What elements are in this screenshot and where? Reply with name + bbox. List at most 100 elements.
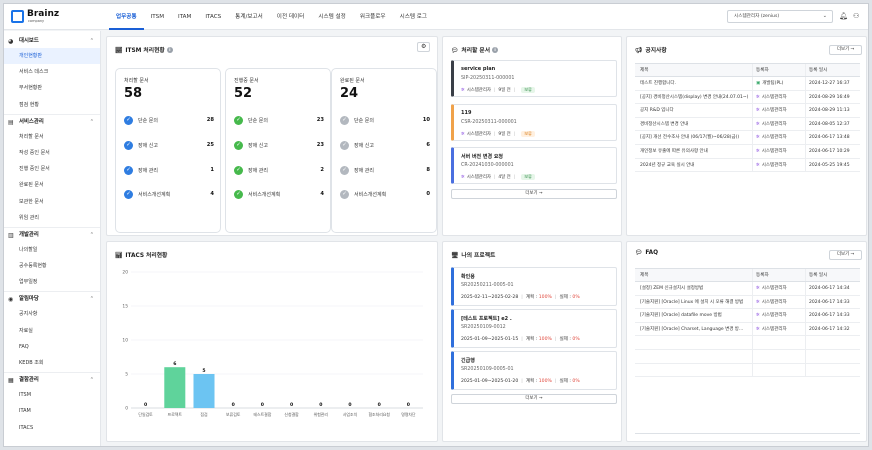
itsm-card-todo[interactable]: 처리할 문서 58 ✓ 단순 문의 28 ✓ 장애 신고 25 ✓ 장애 관리 1 ✓ 서비스… [115,68,221,233]
more-button[interactable]: 더보기 → [451,394,617,404]
project-id: SR20250211-0005-01 [461,283,514,288]
itsm-card-completed[interactable]: 완료된 문서 24 ✓ 단순 문의 10 ✓ 장애 신고 6 ✓ 장애 관리 8 ✓ 서비스개… [331,68,437,233]
logo[interactable]: Brainz company [11,9,59,25]
bar-value-label: 0 [261,402,264,408]
settings-gear-icon[interactable]: ⚙ [417,42,431,52]
sidebar-group-defect[interactable]: ▦ 결함관리 ⌃ [4,374,100,387]
request-card[interactable]: service plan SIP-20250311-000001 ✲ 시스템관리자… [451,60,617,97]
table-row[interactable]: [기술지원] [Oracle] datafile move 방법 ✲ 시스템관리자 2… [635,309,860,323]
sidebar-item-faq[interactable]: FAQ [19,343,29,350]
bar-value-label: 6 [173,361,176,367]
faq-table: 제목 등록자 등록 일시 [설정] ZEM 신규설치시 설정방법 ✲ 시스템관리자 202… [635,268,860,434]
table-row[interactable]: [기술지원] [Oracle] Linux 에 설치 시 오류 해결 방법 ✲ 시스… [635,295,860,310]
card-label: 처리할 문서 [124,78,149,84]
sidebar-group-notice[interactable]: ◉ 알림마당 ⌃ [4,293,100,306]
tenant-select[interactable]: 시스템관리자 (zenius) ⌄ [727,10,833,23]
sidebar-item-my-tasks[interactable]: 나의할일 [19,246,38,253]
sidebar-item-defect-itsm[interactable]: ITSM [19,392,32,399]
top-bar: Brainz company 업무공통 ITSM ITAM ITACS 통계/보… [4,4,868,30]
sidebar-group-service[interactable]: ▤ 서비스관리 ⌃ [4,116,100,129]
itsm-row[interactable]: ✓ 장애 관리 8 [340,166,430,176]
sidebar-item-schedule[interactable]: 업무일정 [19,279,38,286]
itsm-card-in-progress[interactable]: 진행중 문서 52 ✓ 단순 문의 23 ✓ 장애 신고 23 ✓ 장애 관리 2 ✓ 서비스… [225,68,331,233]
bar-value-label: 0 [348,402,351,408]
table-row[interactable]: [공지] 개선 전수조사 안내 (06/17(월)~06/28(금)) ✲ 시스템관… [635,131,860,145]
project-card[interactable]: [테스트 프로젝트] e2 . SR20250109-0012 2025-01-… [451,309,617,348]
sidebar-item-notices[interactable]: 공지사항 [19,311,38,318]
itsm-row[interactable]: ✓ 장애 관리 1 [124,166,214,176]
table-row[interactable]: 2024년 정규 교육 실시 안내 ✲ 시스템관리자 2024-05-25 19:45 [635,158,860,173]
sidebar-item-defect-itam[interactable]: ITAM [19,408,31,415]
user-icon: ✲ [461,132,465,137]
itsm-row[interactable]: ✓ 서비스개선계획 0 [340,190,430,200]
nav-tab-itacs[interactable]: ITACS [205,14,222,20]
itsm-row[interactable]: ✓ 장애 신고 23 [234,141,324,151]
bar-value-label: 0 [407,402,410,408]
user-menu-icon[interactable]: ⚇ [853,12,860,20]
chevron-up-icon: ⌃ [89,377,94,384]
itsm-row[interactable]: ✓ 단순 문의 23 [234,116,324,126]
request-card[interactable]: 서버 버전 변경 요청 CR-20241030-000001 ✲ 시스템관리자 | 4… [451,147,617,184]
itsm-row[interactable]: ✓ 장애 관리 2 [234,166,324,176]
nav-tab-itsm[interactable]: ITSM [150,14,165,20]
itsm-row[interactable]: ✓ 단순 문의 28 [124,116,214,126]
card-label: 진행중 문서 [234,78,259,84]
nav-tab-legacy-data[interactable]: 이전 데이터 [276,14,305,20]
panel-title: 🖥︎ 나의 프로젝트 [451,253,496,259]
sidebar-item-dept-board[interactable]: 부서현황판 [19,85,43,92]
sidebar-item-todo-docs[interactable]: 처리할 문서 [19,133,44,140]
sidebar-item-defect-itacs[interactable]: ITACS [19,424,34,431]
project-title: 긴급행 [461,358,475,364]
nav-tab-system-settings[interactable]: 시스템 설정 [318,14,346,20]
user-icon: ✲ [756,286,760,291]
sidebar-item-done-docs[interactable]: 완료된 문서 [19,182,44,189]
sidebar-group-dashboard[interactable]: ◕ 대시보드 ⌃ [4,35,100,48]
info-icon[interactable]: i [166,47,173,53]
user-icon: ✲ [756,148,760,154]
nav-tab-statistics[interactable]: 통계/보고서 [235,14,263,20]
sidebar-item-effort[interactable]: 공수등록현황 [19,263,47,270]
check-circle-icon: ✓ [234,116,243,125]
project-card[interactable]: 긴급행 SR20250109-0005-01 2025-01-09~2025-0… [451,351,617,390]
project-card[interactable]: 확인용 SR20250211-0005-01 2025-02-11~2025-0… [451,267,617,306]
table-row[interactable]: [설정] ZEM 신규설치시 설정방법 ✲ 시스템관리자 2024-06-17 14:… [635,282,860,296]
bell-icon[interactable]: 🔔︎ [839,12,848,20]
table-row[interactable]: 공지 R&D 입니다 ✲ 시스템관리자 2024-08-29 11:13 [635,104,860,118]
info-icon[interactable]: i [492,47,499,53]
table-row[interactable]: [공지] 경비정산시스템(display) 변경 안내(24.07.01~) ✲ 시… [635,90,860,105]
itsm-row[interactable]: ✓ 단순 문의 10 [340,116,430,126]
request-card[interactable]: 119 CSR-20250311-000001 ✲ 시스템관리자 | 9일 전 | 보류 [451,104,617,141]
check-circle-icon: ✓ [340,190,349,199]
more-button[interactable]: 더보기 → [829,250,863,260]
table-row[interactable]: 경비정산시스템 변경 안내 ✲ 시스템관리자 2024-08-05 12:37 [635,117,860,132]
more-button[interactable]: 더보기 → [451,189,617,199]
user-icon: ✲ [756,121,760,127]
sidebar-item-draft-docs[interactable]: 작성 중인 문서 [19,149,50,156]
sidebar-item-library[interactable]: 자료실 [19,327,33,334]
sidebar-group-dev[interactable]: ▥ 개발관리 ⌃ [4,229,100,242]
itsm-row[interactable]: ✓ 장애 신고 6 [340,141,430,151]
nav-tab-workflow[interactable]: 워크플로우 [359,14,386,20]
nav-tab-system-log[interactable]: 시스템 로그 [399,14,428,20]
project-id: SR20250109-0012 [461,325,506,330]
table-row[interactable]: [기술지원] [Oracle] Charset, Language 변경 방..… [635,322,860,337]
x-tick-label: 테스트결합 [253,412,271,417]
table-row[interactable]: 테스트 진행합니다. ▣ 개발팀(PL) 2024-12-27 16:37 [635,77,860,91]
check-circle-icon: ✓ [124,116,133,125]
nav-tab-itam[interactable]: ITAM [178,14,192,20]
sidebar-item-inspection[interactable]: 점검 현황 [19,101,39,108]
sidebar-item-archived-docs[interactable]: 보관한 문서 [19,198,44,205]
itsm-row[interactable]: ✓ 서비스개선계획 4 [124,190,214,200]
nav-tab-common[interactable]: 업무공통 [109,4,144,30]
sidebar-item-kedb[interactable]: KEDB 조회 [19,360,44,366]
itsm-row[interactable]: ✓ 장애 신고 25 [124,141,214,151]
sidebar-item-progress-docs[interactable]: 진행 중인 문서 [19,166,50,173]
table-row[interactable]: 개인정보 유출에 따른 유의사항 안내 ✲ 시스템관리자 2024-06-17 10:… [635,144,860,159]
more-button[interactable]: 더보기 → [829,45,863,55]
sidebar-item-service-desk[interactable]: 서비스 데스크 [19,69,49,76]
sidebar-item-personal-board[interactable]: 개인현황판 [4,48,100,65]
bar-value-label: 5 [202,368,205,374]
itsm-row[interactable]: ✓ 서비스개선계획 4 [234,190,324,200]
divider [4,226,100,228]
sidebar-item-delegation[interactable]: 위임 관리 [19,214,39,221]
